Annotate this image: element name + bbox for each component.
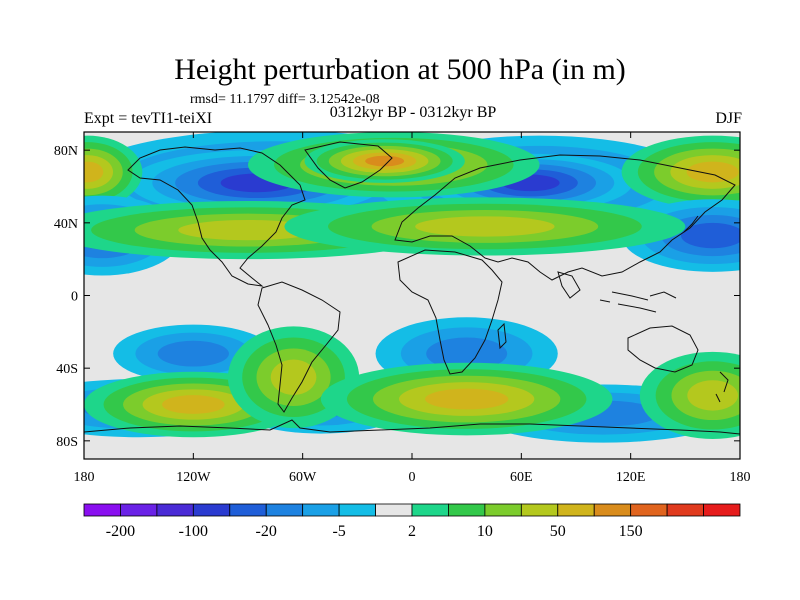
lon-tick-label: 60W <box>289 470 317 485</box>
coastline-india <box>557 271 581 299</box>
coastline-north-america <box>127 146 306 287</box>
contour-blob-20-level-12 <box>687 380 739 411</box>
colorbar-box-2 <box>156 503 194 517</box>
coastlines <box>84 141 740 435</box>
colorbar-box-12 <box>520 503 559 517</box>
lon-tick-label: 0 <box>409 470 416 485</box>
lat-tick-label: 40N <box>54 217 78 232</box>
lat-tick-label: 0 <box>71 290 78 305</box>
contour-blob-7-level-13 <box>84 161 104 183</box>
colorbar-box-13 <box>557 503 595 517</box>
lat-tick-label: 80S <box>56 435 78 450</box>
colorbar-label: -200 <box>106 523 135 540</box>
colorbar-box-9 <box>411 503 449 517</box>
colorbar-box-1 <box>120 503 158 517</box>
coastline-antarctica <box>84 419 740 435</box>
lat-tick-label: 80N <box>54 144 78 159</box>
coastline-indonesia <box>599 291 677 313</box>
contour-blob-19-level-13 <box>425 388 509 410</box>
contour-blob-17-level-13 <box>162 395 225 414</box>
map-title: Height perturbation at 500 hPa (in m) <box>174 53 626 86</box>
coastline-greenland <box>304 141 393 189</box>
colorbar-box-8 <box>375 503 413 517</box>
coastline-south-america <box>257 281 341 413</box>
stats-text: rmsd= 11.1797 diff= 3.12542e-08 <box>190 92 380 107</box>
colorbar-label: -20 <box>256 523 277 540</box>
colorbar-box-17 <box>703 503 741 517</box>
colorbar-box-16 <box>666 503 704 517</box>
colorbar-box-7 <box>338 503 376 517</box>
contour-blob-11-level-12 <box>415 216 555 237</box>
coastline-new-zealand <box>715 371 729 403</box>
coastline-madagascar <box>497 322 507 350</box>
contour-blob-13-level-5 <box>426 337 508 370</box>
colorbar-label: 10 <box>477 523 493 540</box>
coastline-eurasia <box>394 154 736 281</box>
colorbar-label: -100 <box>179 523 208 540</box>
colorbar-label: 50 <box>550 523 566 540</box>
colorbar-box-14 <box>593 503 632 517</box>
coastline-japan <box>683 215 699 233</box>
season-label: DJF <box>715 110 742 127</box>
lat-tick-label: 40S <box>56 362 78 377</box>
latitude-axis: 80N 40N 0 40S 80S <box>54 144 740 450</box>
colorbar-box-15 <box>630 503 668 517</box>
contour-blob-5-level-14 <box>365 155 405 167</box>
period-label: 0312kyr BP - 0312kyr BP <box>329 104 497 121</box>
colorbar-box-10 <box>448 503 486 517</box>
lon-tick-label: 120E <box>616 470 646 485</box>
coastline-africa <box>397 249 503 375</box>
colorbar: -200 -100 -20 -5 2 10 50 150 <box>83 503 741 540</box>
contour-blob-18-level-12 <box>270 359 317 395</box>
experiment-label: Expt = tevTI1-teiXI <box>84 110 213 127</box>
colorbar-box-6 <box>302 503 340 517</box>
colorbar-label: 2 <box>408 523 416 540</box>
colorbar-box-4 <box>229 503 267 517</box>
contour-blob-10-level-12 <box>178 219 318 241</box>
lon-tick-label: 180 <box>74 470 95 485</box>
colorbar-label: 150 <box>619 523 643 540</box>
contour-field <box>84 132 740 459</box>
colorbar-box-3 <box>192 503 231 517</box>
colorbar-label: -5 <box>332 523 345 540</box>
lon-tick-label: 180 <box>730 470 751 485</box>
colorbar-box-5 <box>265 503 304 517</box>
contour-blob-9-level-4 <box>680 222 740 249</box>
coastline-australia <box>627 325 699 373</box>
colorbar-box-11 <box>484 503 522 517</box>
lon-tick-label: 120W <box>176 470 211 485</box>
lon-tick-label: 60E <box>510 470 533 485</box>
colorbar-box-0 <box>83 503 121 517</box>
longitude-axis: 180 120W 60W 0 60E 120E 180 <box>74 132 751 485</box>
contour-blob-12-level-5 <box>157 340 229 367</box>
contour-blob-6-level-13 <box>686 161 739 183</box>
